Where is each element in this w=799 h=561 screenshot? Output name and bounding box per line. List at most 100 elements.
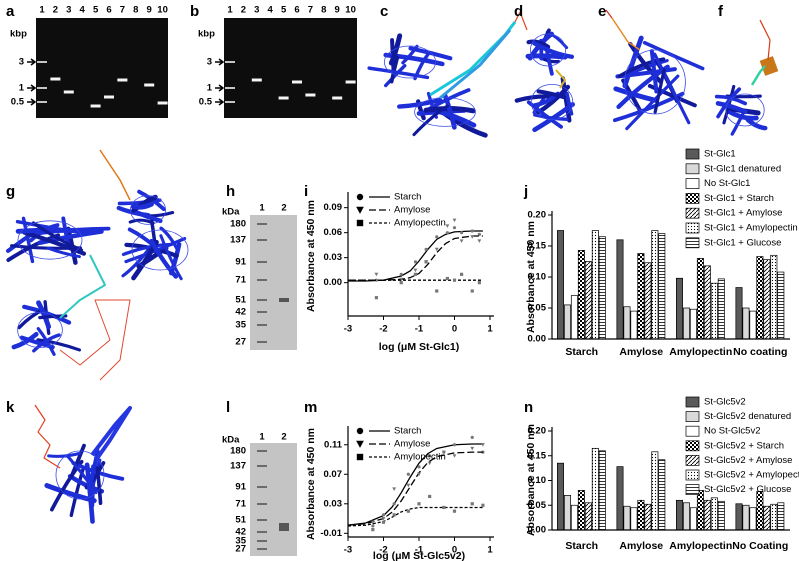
bar	[763, 505, 771, 531]
protein-strand	[714, 94, 748, 106]
protein-strand	[531, 40, 575, 59]
protein-loop	[131, 229, 189, 271]
lane-label: 5	[93, 5, 99, 16]
protein-loop	[414, 97, 476, 127]
marker-label: 51	[235, 515, 246, 526]
protein-strand	[653, 52, 691, 125]
lane-label: 7	[120, 5, 125, 16]
bar	[696, 258, 704, 340]
protein-strand	[88, 448, 100, 484]
data-point	[452, 509, 457, 513]
protein-strand	[625, 74, 680, 131]
gel-unit: kbp	[10, 29, 27, 40]
data-point	[434, 247, 439, 252]
ladder-band	[257, 486, 267, 488]
panel-label: n	[524, 399, 533, 416]
protein-strand	[647, 83, 697, 108]
gel	[224, 18, 357, 118]
gel-band	[279, 298, 289, 302]
gel-band	[278, 96, 289, 100]
marker-label: 1	[207, 83, 213, 94]
legend-swatch	[685, 237, 700, 249]
protein-loop	[17, 220, 83, 260]
marker-label: 0.5	[199, 97, 213, 108]
ladder-band	[257, 548, 267, 550]
bar	[742, 307, 750, 340]
gel-band	[50, 77, 61, 81]
panel-label: c	[380, 3, 388, 20]
ladder-band	[257, 223, 267, 225]
data-point	[413, 272, 418, 276]
ladder-band	[257, 450, 267, 452]
protein-strand	[514, 94, 556, 103]
protein-strand	[36, 338, 82, 352]
data-point	[445, 231, 449, 235]
lane-label: 8	[321, 5, 326, 16]
data-point	[460, 231, 464, 235]
data-point	[406, 509, 410, 513]
bar	[717, 500, 725, 531]
ladder-band	[257, 531, 267, 533]
y-tick-label: 0.10	[528, 475, 547, 486]
y-tick-label: 0.15	[528, 450, 547, 461]
data-point	[424, 247, 428, 251]
y-tick-label: 0.05	[528, 500, 547, 511]
bar	[689, 308, 697, 340]
y-tick-label: 0.06	[324, 227, 343, 238]
x-tick-label: 1	[487, 545, 493, 556]
data-point	[445, 224, 450, 228]
ladder-band	[37, 61, 47, 63]
legend-swatch	[685, 207, 700, 219]
marker-arrow	[27, 98, 37, 106]
protein-strand	[408, 46, 453, 61]
y-tick-label: 0.20	[528, 426, 547, 437]
protein-strand	[69, 443, 86, 479]
panel-label: g	[6, 183, 15, 200]
gel	[36, 18, 168, 118]
protein-loop	[530, 33, 567, 67]
protein-strand	[15, 227, 99, 235]
data-point	[435, 235, 439, 239]
data-point	[477, 232, 481, 236]
legend-label: St-Glc1 + Amylopectin	[704, 223, 798, 234]
lane-label: 3	[254, 5, 259, 16]
x-tick-label: -2	[379, 545, 387, 556]
protein-tail	[59, 299, 131, 381]
protein-strand	[66, 454, 98, 495]
marker-label: 42	[235, 527, 246, 538]
lane-label: 3	[66, 5, 71, 16]
panel-label: f	[718, 3, 724, 20]
bar	[584, 261, 592, 340]
protein-strand	[715, 101, 748, 115]
bar	[658, 233, 666, 340]
gel-band	[292, 80, 302, 84]
bar	[623, 306, 631, 340]
category-label: No coating	[733, 346, 787, 358]
panel-label: k	[6, 399, 15, 416]
y-tick-label: 0.03	[324, 498, 343, 509]
bar	[637, 253, 645, 340]
protein-loop	[55, 450, 105, 500]
ladder-band	[257, 324, 267, 326]
protein-strand	[613, 86, 658, 103]
ladder-band	[225, 61, 235, 63]
bar	[703, 265, 711, 340]
legend-marker	[356, 453, 364, 461]
protein-strand	[412, 104, 449, 137]
protein-loop	[725, 93, 765, 127]
lane-label: 4	[268, 5, 274, 16]
category-label: Amylose	[619, 540, 663, 552]
bar	[616, 466, 624, 531]
protein-strand	[47, 451, 82, 458]
ladder-band	[225, 87, 235, 89]
protein-strand	[130, 201, 154, 210]
legend-marker	[356, 440, 364, 448]
legend-swatch	[685, 178, 700, 189]
panel-label: a	[6, 3, 15, 20]
gel-band	[104, 95, 114, 99]
bar	[703, 499, 711, 531]
y-tick-label: 0.07	[324, 469, 343, 480]
y-tick-label: -0.01	[320, 528, 342, 539]
gel-unit: kDa	[222, 207, 240, 218]
data-point	[417, 472, 421, 477]
